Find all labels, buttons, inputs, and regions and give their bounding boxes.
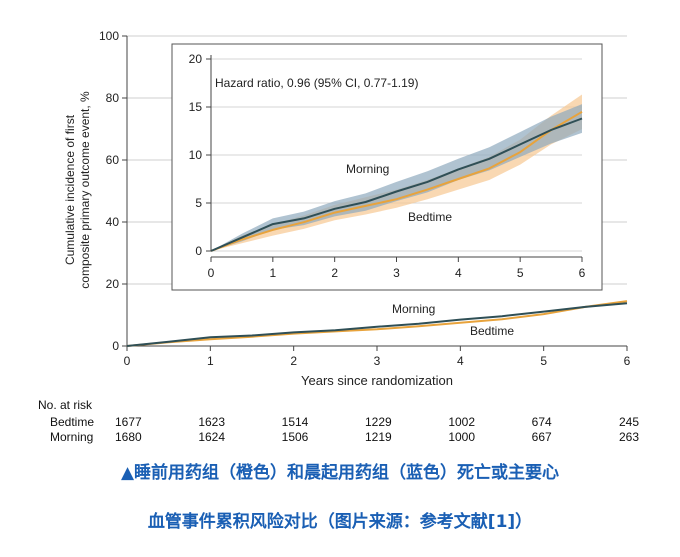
inset-y-tick-label: 20: [189, 52, 203, 66]
main-x-tick-label: 4: [457, 354, 464, 368]
risk-row-label-bedtime: Bedtime: [50, 415, 95, 429]
inset-y-tick-label: 0: [195, 244, 202, 258]
y-axis-title-line2: composite primary outcome event, %: [78, 91, 92, 289]
inset-x-tick-label: 4: [455, 266, 462, 280]
main-series-line-bedtime: [126, 300, 628, 347]
inset-plot-lines: [210, 110, 583, 252]
risk-value-bedtime: 245: [618, 415, 639, 429]
main-x-tick-label: 5: [540, 354, 547, 368]
inset-label-bedtime: Bedtime: [408, 210, 452, 224]
x-axis-title: Years since randomization: [301, 373, 453, 388]
inset-y-tick-label: 15: [189, 100, 203, 114]
risk-value-bedtime: 1623: [198, 415, 226, 429]
caption-line-2: 血管事件累积风险对比（图片来源：参考文献[1]）: [147, 512, 533, 532]
inset-axes: 0 5 10 15 20 0 1 2 3 4 5 6: [189, 52, 586, 280]
inset-series-line-bedtime: [210, 110, 583, 252]
main-x-tick-label: 6: [624, 354, 631, 368]
risk-table-header: No. at risk: [38, 398, 93, 412]
main-x-tick-label: 1: [207, 354, 214, 368]
risk-value-bedtime: 1002: [448, 415, 476, 429]
inset-ci-band-morning: [211, 104, 582, 251]
main-x-tick-label: 3: [374, 354, 381, 368]
main-y-tick-label: 0: [112, 339, 119, 353]
main-x-tick-label: 0: [124, 354, 131, 368]
inset-label-morning: Morning: [346, 162, 389, 176]
hazard-ratio-annotation: Hazard ratio, 0.96 (95% CI, 0.77-1.19): [215, 76, 418, 90]
inset-frame: [171, 43, 603, 291]
main-y-tick-label: 100: [99, 29, 119, 43]
risk-value-bedtime: 674: [531, 415, 552, 429]
main-y-tick-label: 20: [106, 277, 120, 291]
inset-x-tick-label: 6: [579, 266, 586, 280]
caption-line-1: ▲睡前用药组（橙色）和晨起用药组（蓝色）死亡或主要心: [120, 463, 560, 483]
inset-x-tick-label: 5: [517, 266, 524, 280]
risk-value-morning: 1624: [198, 430, 226, 444]
main-label-morning: Morning: [392, 302, 435, 316]
inset-y-tick-label: 5: [195, 196, 202, 210]
main-y-tick-label: 40: [106, 215, 120, 229]
risk-value-morning: 667: [531, 430, 552, 444]
risk-value-morning: 1000: [448, 430, 476, 444]
main-label-bedtime: Bedtime: [470, 324, 514, 338]
risk-value-bedtime: 1229: [365, 415, 392, 429]
inset-x-tick-label: 2: [331, 266, 338, 280]
inset-x-tick-label: 0: [208, 266, 215, 280]
risk-row-label-morning: Morning: [50, 430, 94, 444]
main-plot-lines: [126, 300, 628, 347]
inset-series-line-morning: [210, 117, 583, 252]
risk-value-bedtime: 1677: [115, 415, 142, 429]
main-y-tick-label: 80: [106, 91, 120, 105]
main-series-line-morning: [126, 302, 628, 347]
risk-value-morning: 1506: [281, 430, 309, 444]
risk-value-bedtime: 1514: [281, 415, 309, 429]
y-axis-title: Cumulative incidence of first composite …: [63, 91, 92, 289]
risk-value-morning: 1219: [365, 430, 392, 444]
y-axis-title-line1: Cumulative incidence of first: [63, 114, 77, 265]
inset-gridlines: [211, 58, 582, 252]
inset-x-tick-label: 3: [393, 266, 400, 280]
risk-value-morning: 263: [618, 430, 639, 444]
inset-x-tick-label: 1: [269, 266, 276, 280]
main-y-tick-label: 60: [106, 153, 120, 167]
risk-table: No. at risk Bedtime Morning 1677 1623 1514…: [0, 396, 680, 446]
risk-value-morning: 1680: [115, 430, 142, 444]
inset-y-tick-label: 10: [189, 148, 203, 162]
main-x-tick-label: 2: [290, 354, 297, 368]
